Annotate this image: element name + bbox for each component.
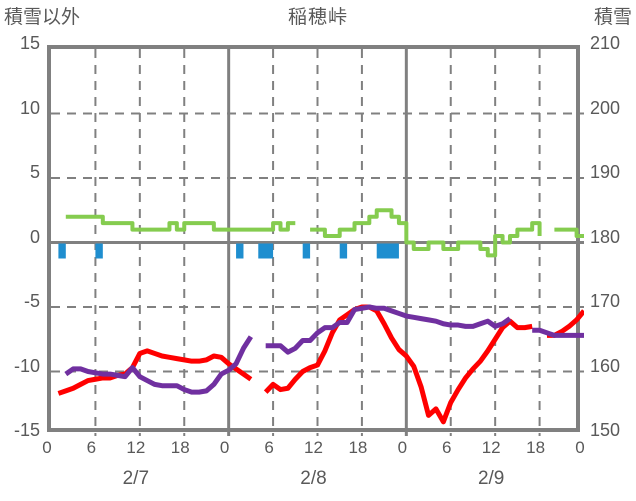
- right-axis-title: 積雪: [593, 7, 632, 28]
- y-tick-left: 0: [29, 226, 40, 247]
- x-tick: 6: [86, 438, 97, 457]
- x-tick: 0: [575, 438, 585, 457]
- y-tick-left: -5: [23, 291, 40, 311]
- precipitation-bar: [58, 243, 66, 259]
- y-tick-right: 170: [590, 291, 621, 311]
- y-tick-right: 210: [590, 33, 621, 53]
- precipitation-bar: [236, 243, 244, 259]
- x-tick: 0: [397, 438, 408, 457]
- precipitation-bars: [58, 243, 399, 259]
- series-snow-depth-2: [310, 208, 542, 258]
- chart-canvas: [51, 49, 584, 436]
- plot-area: [47, 45, 584, 436]
- left-axis-title: 積雪以外: [4, 7, 81, 28]
- series-temperature-red-3: [546, 309, 584, 338]
- series-temperature-red: [57, 348, 253, 396]
- day-label: 2/9: [477, 468, 505, 489]
- precipitation-bar: [339, 243, 348, 259]
- day-label: 2/7: [122, 468, 150, 489]
- x-tick: 12: [126, 438, 146, 457]
- x-tick: 6: [264, 438, 274, 457]
- page-title: 稲穂峠: [287, 7, 348, 28]
- precipitation-bar: [95, 243, 103, 259]
- y-tick-left: -10: [13, 355, 40, 376]
- precipitation-bar: [302, 243, 311, 259]
- x-tick: 6: [442, 438, 452, 457]
- y-tick-right: 190: [590, 162, 621, 182]
- x-tick: 0: [219, 438, 230, 457]
- series-temperature-red-2: [263, 304, 533, 425]
- series-snow-depth-3: [554, 227, 584, 239]
- x-tick: 18: [526, 438, 546, 457]
- y-tick-left: -15: [13, 420, 40, 440]
- data-series-lines: [57, 208, 584, 425]
- x-tick: 12: [304, 438, 323, 457]
- y-tick-left: 15: [19, 33, 40, 53]
- y-tick-right: 180: [590, 226, 621, 247]
- series-snow-depth: [65, 214, 296, 232]
- series-temperature-purple: [64, 335, 253, 395]
- y-tick-left: 5: [29, 162, 40, 182]
- y-tick-right: 160: [590, 355, 621, 376]
- x-tick: 0: [42, 438, 52, 457]
- x-tick: 12: [481, 438, 501, 457]
- series-temperature-purple-2: [265, 304, 512, 355]
- y-tick-right: 200: [590, 97, 621, 118]
- day-label: 2/8: [300, 468, 327, 489]
- x-tick: 18: [348, 438, 368, 457]
- precipitation-bar: [376, 243, 399, 259]
- x-tick: 18: [170, 438, 190, 457]
- series-temperature-purple-3: [532, 327, 584, 338]
- y-tick-left: 10: [19, 97, 40, 118]
- y-tick-right: 150: [590, 420, 621, 440]
- precipitation-bar: [258, 243, 274, 259]
